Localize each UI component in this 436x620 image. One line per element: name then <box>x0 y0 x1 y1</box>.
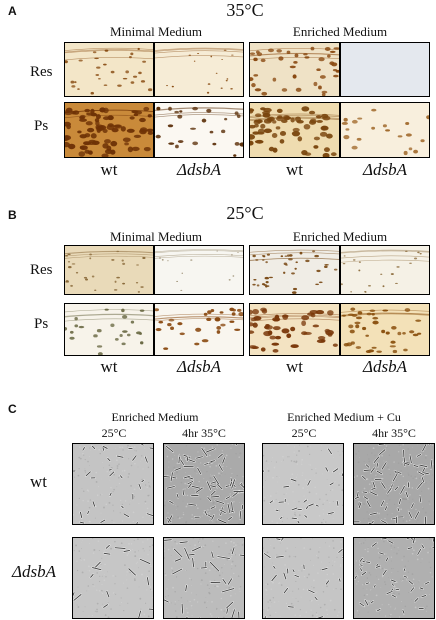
plate-b-ps-minimal-dsba <box>154 303 244 356</box>
panel-a-col-wt-2: wt <box>286 160 303 179</box>
panel-c-cond-25c-1: 25°C <box>101 426 127 440</box>
plate-b-res-minimal-wt <box>64 245 154 295</box>
panel-b-enriched-medium: Enriched Medium <box>292 229 388 244</box>
panel-b-col-wt-1: wt <box>100 357 118 376</box>
micrograph-dsba-cu-35c <box>353 537 435 619</box>
panel-b-col-dsba-1: ΔdsbA <box>177 357 221 376</box>
micrograph-dsba-enriched-35c <box>163 537 245 619</box>
panel-label-a: A <box>8 4 17 18</box>
panel-c-enriched-medium-cu: Enriched Medium + Cu <box>287 410 401 424</box>
panel-label-c: C <box>8 402 17 416</box>
panel-b-col-dsba-2: ΔdsbA <box>363 357 407 376</box>
plate-b-ps-enriched-dsba <box>340 303 430 356</box>
panel-label-b: B <box>8 208 17 222</box>
panel-c-enriched-medium: Enriched Medium <box>111 410 199 424</box>
plate-a-res-minimal-wt <box>64 42 154 97</box>
panel-a-col-wt-1: wt <box>100 160 118 179</box>
panel-b-temperature: 25°C <box>226 203 264 223</box>
panel-a-minimal-medium: Minimal Medium <box>109 24 203 39</box>
micrograph-wt-cu-25c <box>262 443 344 525</box>
panel-a-col-dsba-1: ΔdsbA <box>177 160 221 179</box>
panel-a-col-dsba-2: ΔdsbA <box>363 160 407 179</box>
micrograph-dsba-enriched-25c <box>72 537 154 619</box>
plate-a-ps-minimal-wt <box>64 102 154 158</box>
panel-b-minimal-medium: Minimal Medium <box>109 229 203 244</box>
panel-a-row-res: Res <box>30 64 53 80</box>
plate-a-res-minimal-dsba <box>154 42 244 97</box>
plate-a-ps-minimal-dsba <box>154 102 244 158</box>
plate-b-res-enriched-dsba <box>340 245 430 295</box>
plate-b-res-minimal-dsba <box>154 245 244 295</box>
plate-b-ps-enriched-wt <box>249 303 340 356</box>
micrograph-wt-enriched-25c <box>72 443 154 525</box>
plate-a-ps-enriched-dsba <box>340 102 430 158</box>
panel-b-row-res: Res <box>30 262 53 278</box>
panel-c-cond-25c-2: 25°C <box>291 426 317 440</box>
micrograph-wt-cu-35c <box>353 443 435 525</box>
plate-a-res-enriched-dsba <box>340 42 430 97</box>
micrograph-dsba-cu-25c <box>262 537 344 619</box>
panel-c-row-dsba: ΔdsbA <box>12 562 56 581</box>
panel-b-row-ps: Ps <box>34 316 49 332</box>
panel-c-cond-4hr-1: 4hr 35°C <box>182 426 226 440</box>
panel-a-temperature: 35°C <box>226 0 264 20</box>
panel-b-col-wt-2: wt <box>286 357 303 376</box>
plate-a-ps-enriched-wt <box>249 102 340 158</box>
panel-c-cond-4hr-2: 4hr 35°C <box>372 426 416 440</box>
panel-a-row-ps: Ps <box>34 118 49 134</box>
panel-c-row-wt: wt <box>30 472 47 491</box>
panel-a-enriched-medium: Enriched Medium <box>292 24 388 39</box>
plate-a-res-enriched-wt <box>249 42 340 97</box>
plate-b-res-enriched-wt <box>249 245 340 295</box>
micrograph-wt-enriched-35c <box>163 443 245 525</box>
plate-b-ps-minimal-wt <box>64 303 154 356</box>
